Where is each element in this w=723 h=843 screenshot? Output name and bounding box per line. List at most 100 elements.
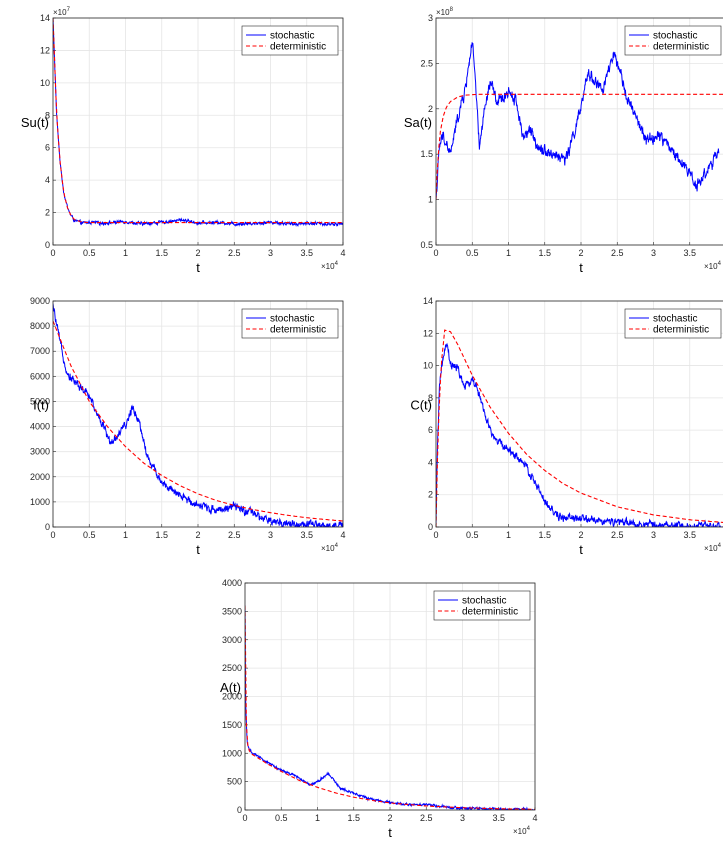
- x-tick-label: 3.5: [683, 248, 696, 258]
- x-tick-label: 4: [340, 248, 345, 258]
- y-tick-label: 0: [45, 240, 50, 250]
- y-tick-label: 7000: [30, 346, 50, 356]
- x-tick-label: 3: [268, 530, 273, 540]
- x-tick-label: 1: [315, 813, 320, 823]
- x-tick-label: 0: [50, 530, 55, 540]
- y-tick-label: 10: [40, 78, 50, 88]
- y-tick-label: 0: [45, 522, 50, 532]
- y-tick-label: 1500: [222, 720, 242, 730]
- axis-multiplier: ×104: [704, 261, 722, 271]
- y-tick-label: 4000: [30, 422, 50, 432]
- chart-sa: 0 0.5 1 1.5 2 2.5 3 3.50.511.522.53tSa(t)×108×1…: [404, 7, 723, 275]
- y-tick-label: 3500: [222, 606, 242, 616]
- y-tick-label: 2500: [222, 663, 242, 673]
- y-tick-label: 4: [45, 175, 50, 185]
- y-tick-label: 8000: [30, 321, 50, 331]
- series-line-stochastic: [53, 18, 343, 228]
- y-tick-label: 2000: [30, 472, 50, 482]
- y-axis-label: C(t): [410, 397, 432, 412]
- y-tick-label: 1000: [30, 497, 50, 507]
- x-tick-label: 3.5: [300, 530, 313, 540]
- y-tick-label: 2000: [222, 692, 242, 702]
- y-axis-label: I(t): [33, 397, 49, 412]
- x-tick-label: 1: [506, 248, 511, 258]
- x-tick-label: 2: [578, 530, 583, 540]
- y-tick-label: 2.5: [420, 58, 433, 68]
- y-tick-label: 4: [428, 457, 433, 467]
- x-tick-label: 4: [532, 813, 537, 823]
- y-axis-label: Su(t): [21, 115, 49, 130]
- chart-c: 0 0.5 1 1.5 2 2.5 3 3.5 0 2 4 6 8 10 12 14 t C(t) ×104 stoc…: [410, 296, 723, 557]
- x-tick-label: 0: [433, 248, 438, 258]
- y-tick-label: 8: [45, 110, 50, 120]
- x-tick-label: 1: [123, 248, 128, 258]
- y-tick-label: 3: [428, 13, 433, 23]
- x-tick-label: 0: [433, 530, 438, 540]
- x-tick-label: 2.5: [228, 248, 241, 258]
- axis-multiplier: ×104: [704, 543, 722, 553]
- axis-multiplier: ×107: [53, 7, 71, 17]
- plot-area: [436, 18, 723, 245]
- y-tick-label: 3000: [30, 447, 50, 457]
- x-tick-label: 0.5: [83, 530, 96, 540]
- y-tick-label: 0.5: [420, 240, 433, 250]
- axis-multiplier: ×104: [513, 826, 531, 836]
- axes-box: [52, 17, 344, 246]
- plot-area: [436, 301, 723, 527]
- chart-su: 0 0.5 1 1.5 2 2.5 3 3.5 4 0 2 4 6 8 10 12 14 t Su(t) ×107 ×1…: [21, 7, 346, 275]
- x-axis-label: t: [579, 542, 583, 557]
- chart-i: 0 0.5 1 1.5 2 2.5 3 3.5 4 0 1000 2000 3000 4000 5000 60…: [30, 296, 346, 557]
- y-tick-label: 14: [423, 296, 433, 306]
- y-tick-label: 1: [428, 195, 433, 205]
- y-axis-label: Sa(t): [404, 115, 432, 130]
- x-tick-label: 3: [651, 248, 656, 258]
- y-tick-label: 12: [423, 328, 433, 338]
- x-tick-label: 1.5: [155, 530, 168, 540]
- x-axis-label: t: [196, 542, 200, 557]
- y-tick-label: 2: [428, 490, 433, 500]
- x-axis-label: t: [579, 260, 583, 275]
- x-axis-label: t: [388, 825, 392, 840]
- legend-label-deterministic: deterministic: [653, 325, 709, 336]
- y-tick-label: 3000: [222, 635, 242, 645]
- axis-multiplier: ×108: [436, 7, 454, 17]
- legend-label-stochastic: stochastic: [462, 596, 506, 607]
- x-tick-label: 0.5: [466, 248, 479, 258]
- y-tick-label: 0: [237, 805, 242, 815]
- series-line-deterministic: [245, 605, 535, 810]
- series-line-deterministic: [53, 320, 343, 522]
- y-tick-label: 6: [428, 425, 433, 435]
- x-tick-label: 0.5: [83, 248, 96, 258]
- y-tick-label: 12: [40, 45, 50, 55]
- legend-label-stochastic: stochastic: [653, 31, 697, 42]
- series-line-stochastic: [436, 342, 723, 527]
- axis-multiplier: ×104: [321, 543, 339, 553]
- y-tick-label: 0: [428, 522, 433, 532]
- x-tick-label: 3.5: [300, 248, 313, 258]
- x-tick-label: 1.5: [538, 248, 551, 258]
- series-line-deterministic: [53, 18, 343, 224]
- axes-box: [435, 300, 723, 528]
- legend-label-deterministic: deterministic: [270, 325, 326, 336]
- series-line-stochastic: [436, 42, 720, 200]
- x-tick-label: 2.5: [611, 530, 624, 540]
- legend-label-deterministic: deterministic: [653, 42, 709, 53]
- legend-label-deterministic: deterministic: [270, 42, 326, 53]
- x-tick-label: 0: [50, 248, 55, 258]
- y-tick-label: 6: [45, 143, 50, 153]
- chart-a: 0 0.5 1 1.5 2 2.5 3 3.5 4 0 500 1000 1500 2000 2500 300…: [220, 578, 537, 840]
- y-tick-label: 5000: [30, 396, 50, 406]
- legend-label-stochastic: stochastic: [270, 31, 314, 42]
- x-tick-label: 1: [506, 530, 511, 540]
- x-tick-label: 2: [195, 248, 200, 258]
- x-tick-label: 1.5: [347, 813, 360, 823]
- x-tick-label: 4: [340, 530, 345, 540]
- y-tick-label: 500: [227, 777, 242, 787]
- y-tick-label: 10: [423, 361, 433, 371]
- x-tick-label: 1.5: [155, 248, 168, 258]
- y-axis-label: A(t): [220, 680, 241, 695]
